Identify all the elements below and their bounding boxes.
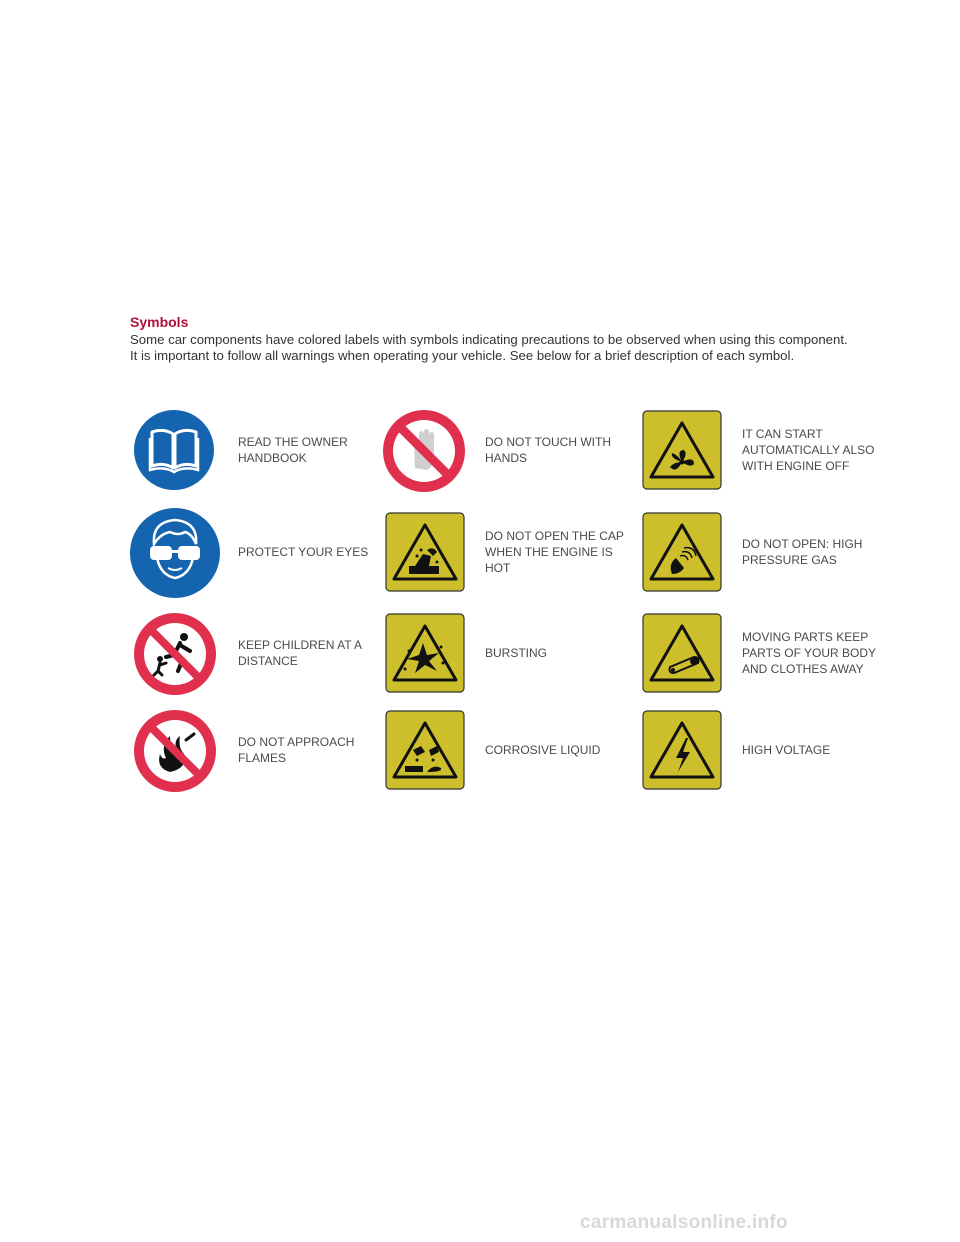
protect-eyes-icon — [130, 508, 220, 598]
section-heading: Symbols — [130, 314, 189, 330]
watermark: carmanualsonline.info — [580, 1212, 788, 1233]
symbol-label: MOVING PARTS KEEP PARTS OF YOUR BODY AND… — [742, 630, 877, 676]
symbol-label: DO NOT OPEN THE CAP WHEN THE ENGINE IS H… — [485, 529, 624, 575]
high-pressure-gas-icon — [642, 512, 722, 592]
corrosive-liquid-icon — [385, 710, 465, 790]
intro-text: Some car components have colored labels … — [130, 332, 890, 364]
fan-warning-icon — [642, 410, 722, 490]
intro-line-2: It is important to follow all warnings w… — [130, 348, 795, 363]
bursting-icon — [385, 613, 465, 693]
symbol-label: READ THE OWNER HANDBOOK — [238, 435, 348, 465]
no-flames-icon — [134, 710, 216, 792]
symbol-label: CORROSIVE LIQUID — [485, 743, 601, 757]
symbol-label: DO NOT OPEN: HIGH PRESSURE GAS — [742, 537, 863, 567]
symbol-label: HIGH VOLTAGE — [742, 743, 831, 757]
symbol-label: DO NOT TOUCH WITH HANDS — [485, 435, 611, 465]
keep-children-away-icon — [134, 613, 216, 695]
moving-parts-icon — [642, 613, 722, 693]
symbol-label: KEEP CHILDREN AT A DISTANCE — [238, 638, 363, 668]
symbol-label: IT CAN START AUTOMATICALLY ALSO WITH ENG… — [742, 427, 875, 473]
no-touch-hands-icon — [383, 410, 465, 492]
read-handbook-icon — [134, 410, 214, 490]
symbol-label: BURSTING — [485, 646, 548, 660]
hot-cap-warning-icon — [385, 512, 465, 592]
high-voltage-icon — [642, 710, 722, 790]
intro-line-1: Some car components have colored labels … — [130, 332, 848, 347]
symbol-label: DO NOT APPROACH FLAMES — [238, 735, 355, 765]
symbol-label: PROTECT YOUR EYES — [238, 545, 369, 559]
